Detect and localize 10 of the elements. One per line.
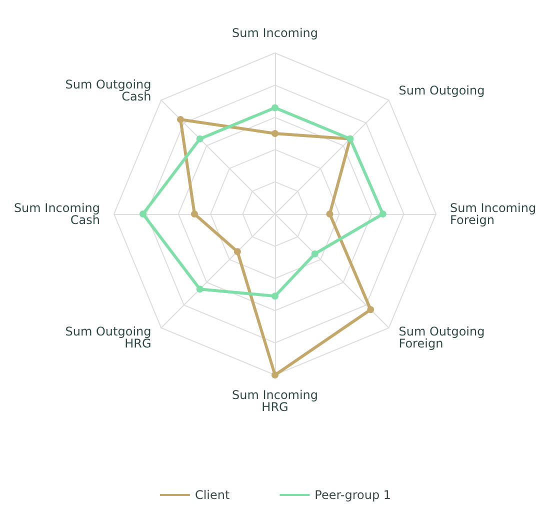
spoke-label: Sum Outgoing HRG [65,324,152,351]
spoke-label: Sum Incoming Cash [14,201,100,227]
legend-label: Client [194,488,230,502]
spoke-label: Sum Outgoing [398,83,485,98]
spoke-label: Sum Incoming HRG [232,388,318,414]
legend-label: Peer-group 1 [314,488,392,502]
spoke-label: Sum Incoming Foreign [450,201,536,227]
spoke-label: Sum Outgoing Foreign [398,324,485,351]
spoke-label: Sum Incoming [232,26,318,40]
spoke-label: Sum Outgoing Cash [65,77,152,104]
